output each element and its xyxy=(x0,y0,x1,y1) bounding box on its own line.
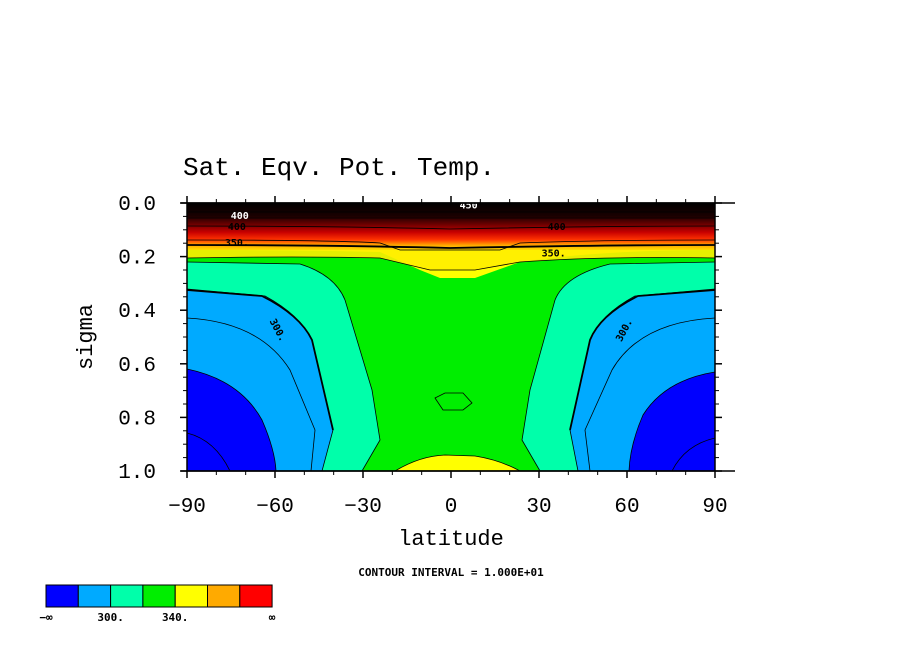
colorbar-swatch xyxy=(110,584,144,608)
contour-label: 450 xyxy=(460,200,478,211)
x-tick-label: 30 xyxy=(526,496,551,519)
chart-title: Sat. Eqv. Pot. Temp. xyxy=(183,153,495,183)
y-tick-label: 0.6 xyxy=(118,355,156,378)
y-tick-label: 0.4 xyxy=(118,301,156,324)
x-tick-label: −60 xyxy=(256,496,294,519)
contour-label: 400 xyxy=(548,222,566,233)
colorbar-swatch xyxy=(77,584,112,608)
contour-interval-note: CONTOUR INTERVAL = 1.000E+01 xyxy=(358,566,544,579)
y-tick-label: 1.0 xyxy=(118,462,156,485)
colorbar-label: −∞ xyxy=(39,611,53,624)
x-tick-label: −90 xyxy=(168,496,206,519)
colorbar-labels: −∞ 300. 340. ∞ xyxy=(39,611,275,624)
colorbar-label: 300. xyxy=(97,611,124,624)
colorbar-swatch xyxy=(142,584,176,608)
colorbar-swatch xyxy=(45,584,79,608)
y-tick-label: 0.8 xyxy=(118,408,156,431)
y-axis-label: sigma xyxy=(74,304,99,370)
x-tick-label: 60 xyxy=(614,496,639,519)
region-below-290-south xyxy=(187,369,276,471)
colorbar xyxy=(45,584,273,608)
labeled-contours xyxy=(187,244,715,431)
region-stratosphere-edge xyxy=(187,250,715,270)
contour-label: 400 xyxy=(231,211,249,222)
contour-label: 350. xyxy=(225,238,249,249)
x-tick-label: 0 xyxy=(445,496,458,519)
y-tick-label: 0.2 xyxy=(118,248,156,271)
x-axis-ticks: −90 −60 −30 0 30 60 90 xyxy=(168,196,728,519)
y-axis-ticks: 0.0 0.2 0.4 0.6 0.8 1.0 xyxy=(118,194,722,485)
region-below-290-north xyxy=(629,372,715,471)
colorbar-label: 340. xyxy=(162,611,189,624)
y-tick-label: 0.0 xyxy=(118,194,156,217)
colorbar-swatch xyxy=(174,584,208,608)
x-tick-label: −30 xyxy=(344,496,382,519)
x-axis-label: latitude xyxy=(398,527,504,552)
colorbar-swatch xyxy=(239,584,273,608)
colorbar-label: ∞ xyxy=(269,611,276,624)
contour-label: 350. xyxy=(542,249,566,260)
x-tick-label: 90 xyxy=(702,496,727,519)
contour-label: 400 xyxy=(228,222,246,233)
colorbar-swatch xyxy=(207,584,241,608)
